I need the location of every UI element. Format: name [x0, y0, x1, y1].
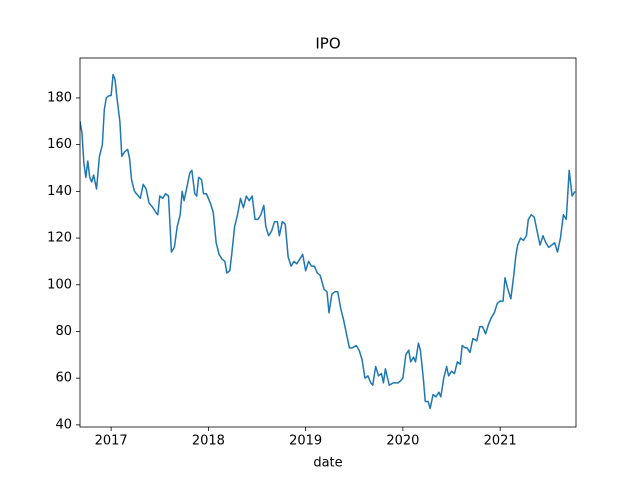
y-tick-label: 120 — [47, 231, 72, 246]
y-tick-label: 60 — [55, 371, 72, 386]
y-tick-label: 40 — [55, 417, 72, 432]
x-tick-label: 2020 — [386, 434, 419, 449]
chart-title: IPO — [315, 35, 340, 53]
x-tick-label: 2019 — [289, 434, 322, 449]
y-tick-label: 160 — [47, 137, 72, 152]
y-tick-label: 140 — [47, 184, 72, 199]
line-series — [80, 73, 576, 410]
y-tick-label: 180 — [47, 90, 72, 105]
x-axis-label: date — [313, 456, 342, 471]
x-tick-label: 2018 — [192, 434, 225, 449]
x-tick-label: 2017 — [95, 434, 128, 449]
x-tick-label: 2021 — [484, 434, 517, 449]
y-tick-label: 80 — [55, 324, 72, 339]
plot-frame — [79, 57, 577, 428]
y-tick-label: 100 — [47, 277, 72, 292]
